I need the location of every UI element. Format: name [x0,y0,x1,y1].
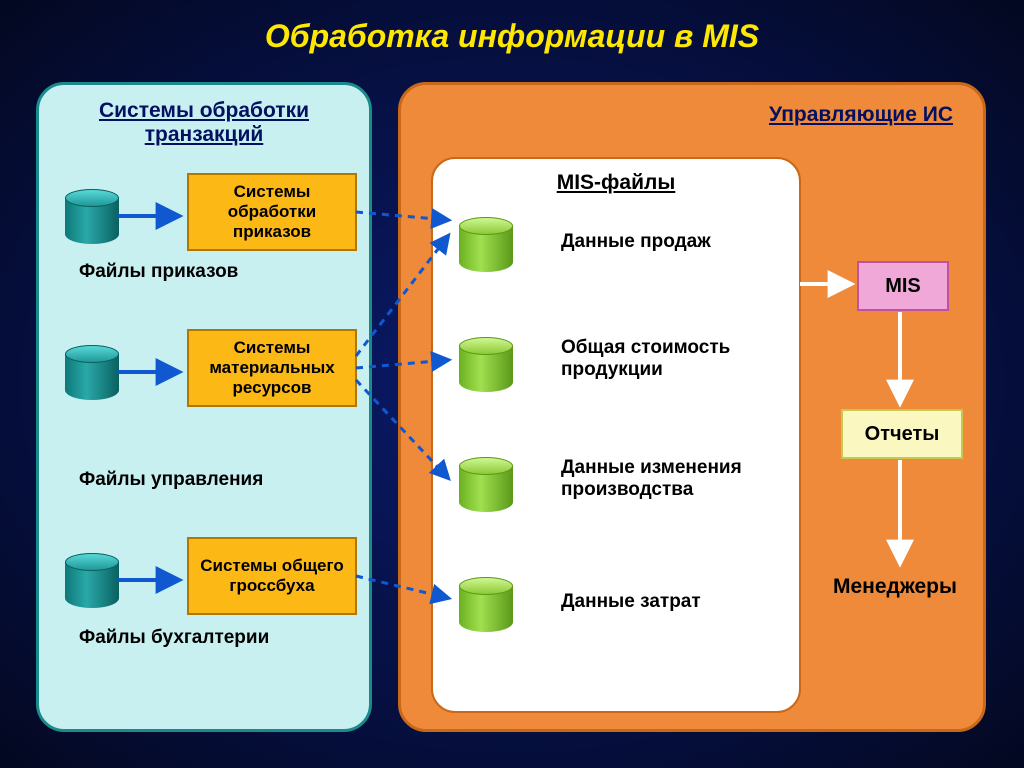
cylinder-icon [65,345,119,403]
transaction-systems-panel: Системы обработки транзакций Системы обр… [36,82,372,732]
materials-system-box: Системы материальных ресурсов [187,329,357,407]
mis-files-panel: MIS-файлы Данные продаж Общая стоимость … [431,157,801,713]
orders-system-box: Системы обработки приказов [187,173,357,251]
cylinder-icon [65,553,119,611]
ledger-system-box: Системы общего гроссбуха [187,537,357,615]
mis-file-label: Данные продаж [561,231,711,253]
mis-box: MIS [857,261,949,311]
accounting-files-label: Файлы бухгалтерии [79,627,269,649]
cylinder-icon [459,457,513,515]
mis-file-label: Данные затрат [561,591,701,613]
mis-file-label: Общая стоимость продукции [561,337,791,381]
right-heading: Управляющие ИС [769,103,953,127]
managers-label: Менеджеры [833,575,957,599]
mgmt-files-label: Файлы управления [79,469,263,491]
cylinder-icon [65,189,119,247]
left-heading: Системы обработки транзакций [39,99,369,147]
reports-box: Отчеты [841,409,963,459]
cylinder-icon [459,577,513,635]
managing-is-panel: Управляющие ИС MIS-файлы Данные продаж О… [398,82,986,732]
inner-heading: MIS-файлы [433,171,799,195]
slide-title: Обработка информации в MIS [0,18,1024,55]
cylinder-icon [459,337,513,395]
mis-file-label: Данные изменения производства [561,457,791,501]
orders-files-label: Файлы приказов [79,261,238,283]
cylinder-icon [459,217,513,275]
